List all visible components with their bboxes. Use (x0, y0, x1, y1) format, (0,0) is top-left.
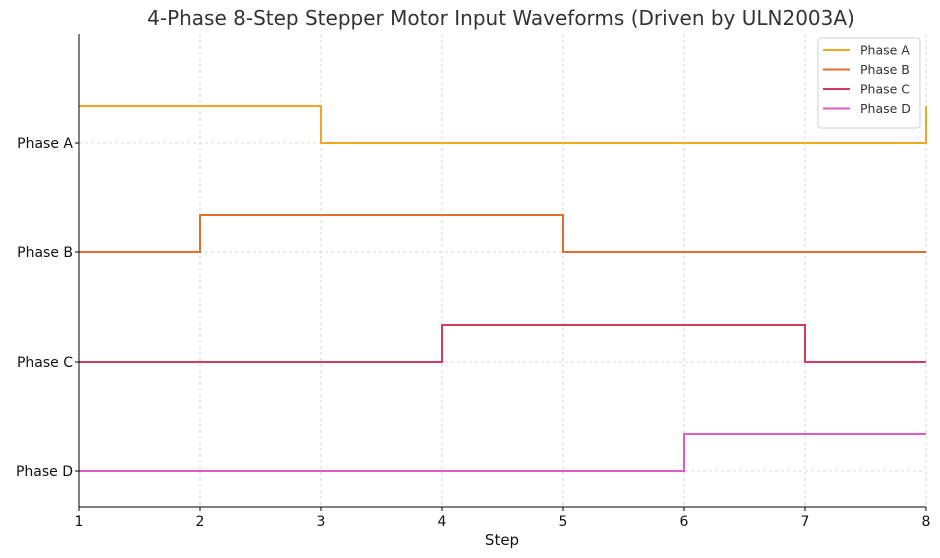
x-tick-label: 3 (317, 514, 326, 530)
y-tick-labels: Phase A Phase B Phase C Phase D (16, 136, 79, 480)
series-line-phase-a (79, 105, 927, 144)
grid-lines (79, 34, 927, 507)
legend-label: Phase D (860, 101, 911, 116)
y-tick-label: Phase B (17, 245, 73, 261)
series-line-phase-d (79, 433, 926, 472)
x-tick-label: 8 (922, 514, 931, 530)
x-tick-labels: 1 2 3 4 5 6 7 8 (75, 507, 931, 530)
x-tick-label: 6 (680, 514, 689, 530)
y-tick-label: Phase C (17, 355, 73, 371)
y-tick-label: Phase A (17, 136, 73, 152)
legend: Phase A Phase B Phase C Phase D (817, 37, 921, 129)
x-tick-label: 2 (196, 514, 205, 530)
x-tick-label: 5 (559, 514, 568, 530)
waveform-traces (79, 105, 927, 472)
chart-title: 4-Phase 8-Step Stepper Motor Input Wavef… (147, 6, 855, 30)
legend-label: Phase C (860, 82, 910, 97)
x-axis-label: Step (485, 531, 519, 549)
series-line-phase-b (79, 214, 926, 253)
legend-label: Phase B (860, 62, 910, 77)
series-line-phase-c (79, 324, 926, 363)
x-tick-label: 4 (438, 514, 447, 530)
y-tick-label: Phase D (16, 464, 73, 480)
axes (78, 34, 926, 508)
legend-label: Phase A (860, 43, 910, 58)
x-tick-label: 1 (75, 514, 84, 530)
legend-box (817, 37, 921, 129)
x-tick-label: 7 (801, 514, 810, 530)
